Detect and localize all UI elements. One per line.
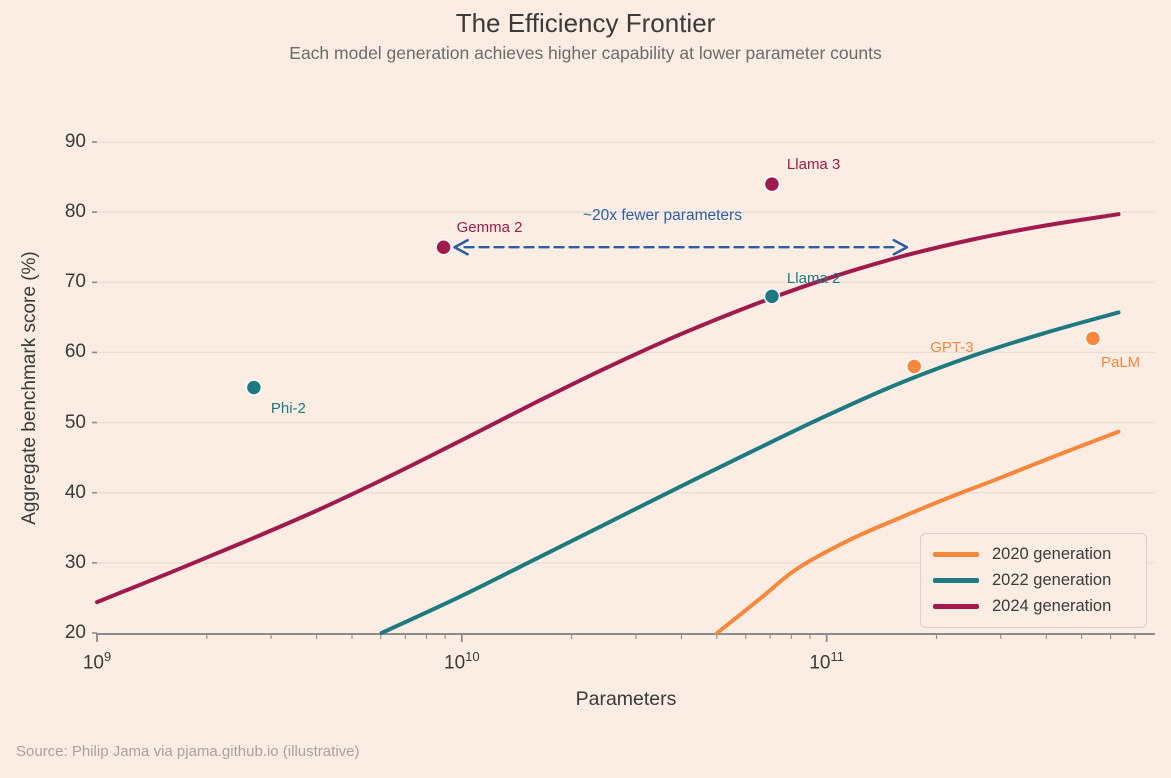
point-label-llama-3: Llama 3 (786, 156, 841, 174)
data-point-palm (1084, 330, 1102, 347)
series-line-2024-generation (95, 212, 1121, 605)
series-line-2022-generation (379, 310, 1121, 635)
x-tick-label-1e11: 1011 (809, 649, 844, 674)
chart-subtitle: Each model generation achieves higher ca… (289, 43, 882, 63)
y-tick-label-70: 70 (64, 271, 86, 293)
legend-item-2022-generation: 2022 generation (933, 571, 1146, 590)
legend-label-2022: 2022 generation (992, 571, 1112, 589)
y-tick-label-30: 30 (64, 551, 86, 573)
point-label-llama-2: Llama 2 (786, 270, 841, 288)
point-label-palm: PaLM (1100, 354, 1141, 372)
data-point-llama-2 (763, 288, 781, 305)
legend-label-2020: 2020 generation (992, 545, 1112, 563)
annotation-text: ~20x fewer parameters (582, 206, 742, 224)
data-point-gemma-2 (435, 238, 452, 256)
legend-swatch-2020 (933, 552, 979, 557)
point-label-gemma-2: Gemma 2 (456, 219, 523, 237)
legend-label-2024: 2024 generation (992, 597, 1112, 615)
legend-swatch-2022 (933, 578, 979, 583)
y-tick-label-20: 20 (64, 622, 86, 643)
y-tick-label-90: 90 (64, 131, 86, 152)
legend-item-2020-generation: 2020 generation (933, 545, 1146, 564)
legend: 2020 generation 2022 generation 2024 gen… (920, 533, 1147, 628)
y-tick-label-80: 80 (64, 201, 86, 223)
y-tick-label-60: 60 (64, 341, 86, 363)
point-label-gpt-3: GPT-3 (930, 339, 974, 357)
data-point-gpt-3 (905, 358, 923, 375)
source-attribution: Source: Philip Jama via pjama.github.io … (16, 743, 360, 760)
legend-swatch-2024 (933, 604, 979, 609)
y-tick-label-40: 40 (64, 481, 86, 503)
x-tick-label-1e9: 109 (82, 649, 112, 674)
data-point-llama-3 (763, 175, 781, 193)
series-line-2020-generation (715, 429, 1121, 635)
legend-item-2024-generation: 2024 generation (933, 597, 1146, 616)
x-tick-label-1e10: 1010 (444, 649, 480, 674)
data-point-phi-2 (245, 379, 263, 396)
point-label-phi-2: Phi-2 (270, 399, 306, 417)
y-tick-label-50: 50 (64, 411, 86, 433)
chart-title: The Efficiency Frontier (455, 8, 716, 38)
annotation-arrowhead-right (892, 238, 909, 256)
x-axis-label: Parameters (575, 688, 677, 710)
annotation-arrowhead-left (453, 238, 469, 256)
